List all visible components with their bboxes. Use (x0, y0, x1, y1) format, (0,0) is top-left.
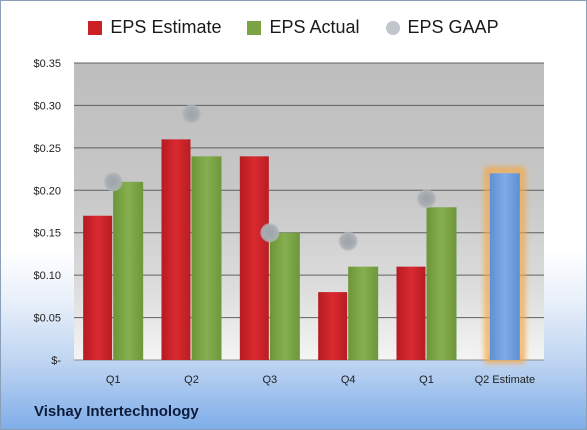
point-eps-gaap (103, 172, 123, 192)
legend-swatch-eps-gaap (385, 20, 400, 35)
bar-eps-estimate (161, 139, 191, 360)
bar-q2-estimate (489, 173, 520, 360)
point-eps-gaap (417, 189, 436, 209)
point-eps-gaap (338, 231, 358, 251)
y-tick-label: $0.30 (33, 100, 61, 112)
bar-eps-actual (426, 207, 457, 360)
x-tick-label: Q3 (262, 374, 277, 386)
y-tick-label: $0.15 (33, 228, 61, 240)
legend-item-eps-gaap: EPS GAAP (385, 17, 499, 38)
bar-eps-actual (269, 232, 300, 360)
chart-legend: EPS Estimate EPS Actual EPS GAAP (1, 17, 586, 38)
legend-swatch-eps-actual (247, 20, 262, 35)
y-tick-label: $0.25 (33, 143, 61, 155)
legend-label-eps-actual: EPS Actual (269, 17, 360, 37)
x-tick-label: Q4 (341, 374, 356, 386)
plot-area (74, 63, 544, 360)
y-tick-label: $- (51, 355, 61, 367)
bar-eps-estimate (318, 292, 348, 360)
x-tick-label: Q2 (184, 374, 199, 386)
bar-eps-estimate (396, 266, 426, 360)
y-tick-label: $0.20 (33, 185, 61, 197)
legend-label-eps-gaap: EPS GAAP (407, 17, 499, 37)
legend-swatch-eps-estimate (88, 20, 103, 35)
bar-eps-actual (113, 181, 144, 360)
legend-label-eps-estimate: EPS Estimate (110, 17, 222, 37)
y-tick-label: $0.10 (33, 270, 61, 282)
legend-item-eps-estimate: EPS Estimate (88, 17, 221, 38)
point-eps-gaap (182, 104, 201, 124)
bar-eps-actual (348, 266, 379, 360)
point-eps-gaap (260, 223, 280, 243)
x-tick-label: Q2 Estimate (475, 374, 536, 386)
legend-item-eps-actual: EPS Actual (247, 17, 360, 38)
y-tick-label: $0.35 (33, 58, 61, 70)
bar-eps-actual (191, 156, 222, 360)
x-tick-label: Q1 (419, 374, 434, 386)
x-tick-label: Q1 (106, 374, 121, 386)
bar-eps-estimate (83, 215, 113, 360)
y-tick-label: $0.05 (33, 313, 61, 325)
company-name: Vishay Intertechnology (34, 403, 199, 420)
bar-eps-estimate (239, 156, 269, 360)
